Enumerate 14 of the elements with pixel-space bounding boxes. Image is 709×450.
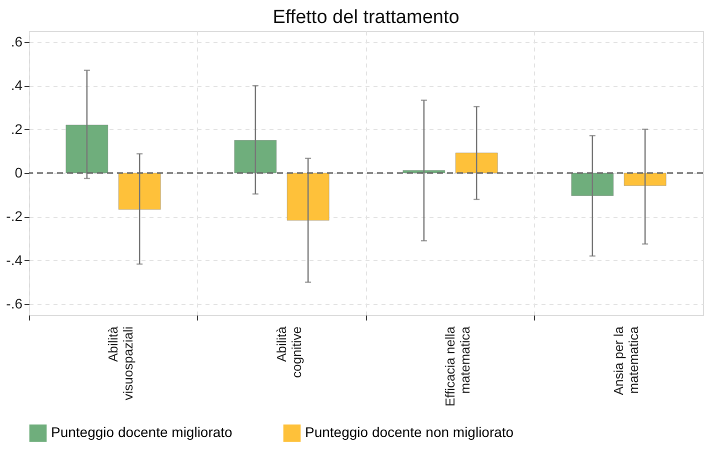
y-tick-label: -.2: [6, 208, 23, 224]
x-tick-label: Abilità visuospaziali: [105, 326, 136, 400]
y-tick-label: -.4: [6, 252, 23, 268]
x-tick-label: Efficacia nella matematica: [442, 326, 472, 406]
y-tick-label: .2: [10, 120, 23, 137]
y-tick-label: .4: [10, 77, 23, 94]
y-tick-label: .6: [10, 33, 23, 50]
chart-title: Effetto del trattamento: [272, 7, 460, 28]
x-tick-label: Abilità cognitive: [274, 326, 304, 378]
y-tick-label: -.6: [6, 296, 23, 312]
x-tick-label: Ansia per la matematica: [610, 326, 641, 396]
legend-label: Punteggio docente migliorato: [51, 424, 233, 440]
legend-label: Punteggio docente non migliorato: [305, 424, 514, 440]
y-tick-label: 0: [14, 164, 23, 180]
